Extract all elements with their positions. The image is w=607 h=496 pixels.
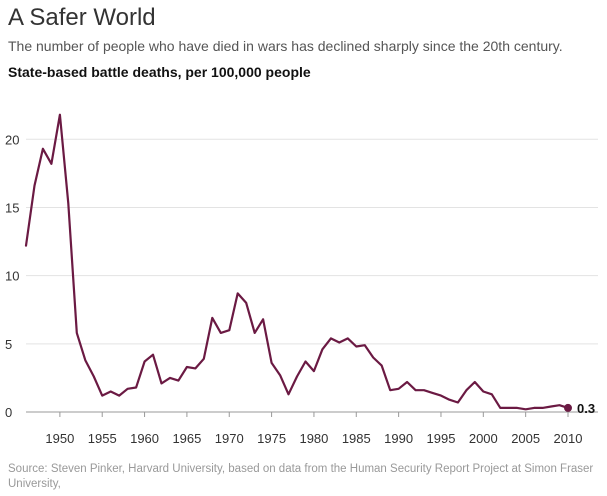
data-point — [525, 408, 527, 410]
x-tick-label: 1955 — [88, 431, 117, 446]
data-point — [177, 380, 179, 382]
end-value-label: 0.3 — [577, 401, 595, 416]
data-point — [474, 381, 476, 383]
data-point — [321, 348, 323, 350]
data-point — [533, 407, 535, 409]
data-point — [194, 367, 196, 369]
data-point — [262, 318, 264, 320]
data-point — [169, 377, 171, 379]
data-point — [25, 245, 27, 247]
x-tick-label: 1995 — [427, 431, 456, 446]
data-point — [381, 365, 383, 367]
data-point — [372, 356, 374, 358]
data-point — [364, 344, 366, 346]
data-point — [50, 163, 52, 165]
data-point — [355, 345, 357, 347]
x-tick-label: 2005 — [511, 431, 540, 446]
data-point — [304, 360, 306, 362]
y-tick-label: 10 — [5, 269, 19, 284]
data-point — [491, 393, 493, 395]
line-chart: 0 5 10 15 20 1950 1955 1960 1965 1970 1975 1980 198… — [5, 113, 598, 446]
data-point — [457, 401, 459, 403]
data-point — [406, 381, 408, 383]
x-tick-label: 1990 — [384, 431, 413, 446]
data-point — [237, 292, 239, 294]
x-tick-label: 1975 — [257, 431, 286, 446]
data-point — [110, 390, 112, 392]
data-point — [93, 375, 95, 377]
data-point — [254, 332, 256, 334]
y-tick-labels: 0 5 10 15 20 — [5, 132, 19, 420]
data-point — [550, 405, 552, 407]
data-point — [389, 389, 391, 391]
data-point — [541, 407, 543, 409]
x-tick-label: 1980 — [299, 431, 328, 446]
data-point — [186, 366, 188, 368]
data-point — [67, 202, 69, 204]
data-point — [135, 386, 137, 388]
data-point — [330, 337, 332, 339]
chart-title: A Safer World — [8, 4, 156, 31]
x-tick-label: 1950 — [45, 431, 74, 446]
data-point — [270, 362, 272, 364]
x-tick-label: 1985 — [342, 431, 371, 446]
data-point — [59, 114, 61, 116]
data-point — [118, 395, 120, 397]
data-point — [143, 360, 145, 362]
data-point — [338, 341, 340, 343]
y-tick-label: 0 — [5, 405, 12, 420]
data-point — [211, 317, 213, 319]
data-point — [84, 359, 86, 361]
x-tick-label: 1965 — [172, 431, 201, 446]
data-point — [508, 407, 510, 409]
y-tick-label: 15 — [5, 200, 19, 215]
source-note: Source: Steven Pinker, Harvard Universit… — [8, 463, 594, 490]
gridlines — [26, 138, 598, 413]
data-point — [313, 370, 315, 372]
x-tick-label: 2010 — [554, 431, 583, 446]
data-point — [279, 374, 281, 376]
data-point — [423, 389, 425, 391]
y-axis-label: State-based battle deaths, per 100,000 p… — [8, 64, 311, 80]
y-tick-label: 20 — [5, 132, 19, 147]
data-point — [296, 375, 298, 377]
chart-subtitle: The number of people who have died in wa… — [8, 38, 563, 54]
data-point — [287, 393, 289, 395]
data-point — [516, 407, 518, 409]
series-line — [24, 113, 570, 411]
y-tick-label: 5 — [5, 337, 12, 352]
series: 0.3 — [24, 113, 595, 416]
data-point — [33, 185, 35, 187]
data-point — [499, 407, 501, 409]
x-tick-labels: 1950 1955 1960 1965 1970 1975 1980 1985 1990 1995… — [45, 412, 582, 446]
data-point — [347, 337, 349, 339]
data-point — [76, 332, 78, 334]
x-tick-label: 1960 — [130, 431, 159, 446]
data-point — [448, 399, 450, 401]
end-point-marker — [564, 403, 572, 412]
data-point — [101, 395, 103, 397]
data-point — [42, 148, 44, 150]
data-point — [245, 302, 247, 304]
data-point — [482, 390, 484, 392]
data-point — [558, 404, 560, 406]
data-point — [203, 358, 205, 360]
data-point — [414, 389, 416, 391]
data-point — [465, 389, 467, 391]
x-tick-label: 1970 — [215, 431, 244, 446]
data-point — [440, 395, 442, 397]
x-tick-label: 2000 — [469, 431, 498, 446]
data-point — [152, 354, 154, 356]
data-point — [431, 392, 433, 394]
data-point — [220, 332, 222, 334]
data-point — [127, 388, 129, 390]
data-point — [228, 329, 230, 331]
data-point — [160, 382, 162, 384]
data-point — [398, 388, 400, 390]
